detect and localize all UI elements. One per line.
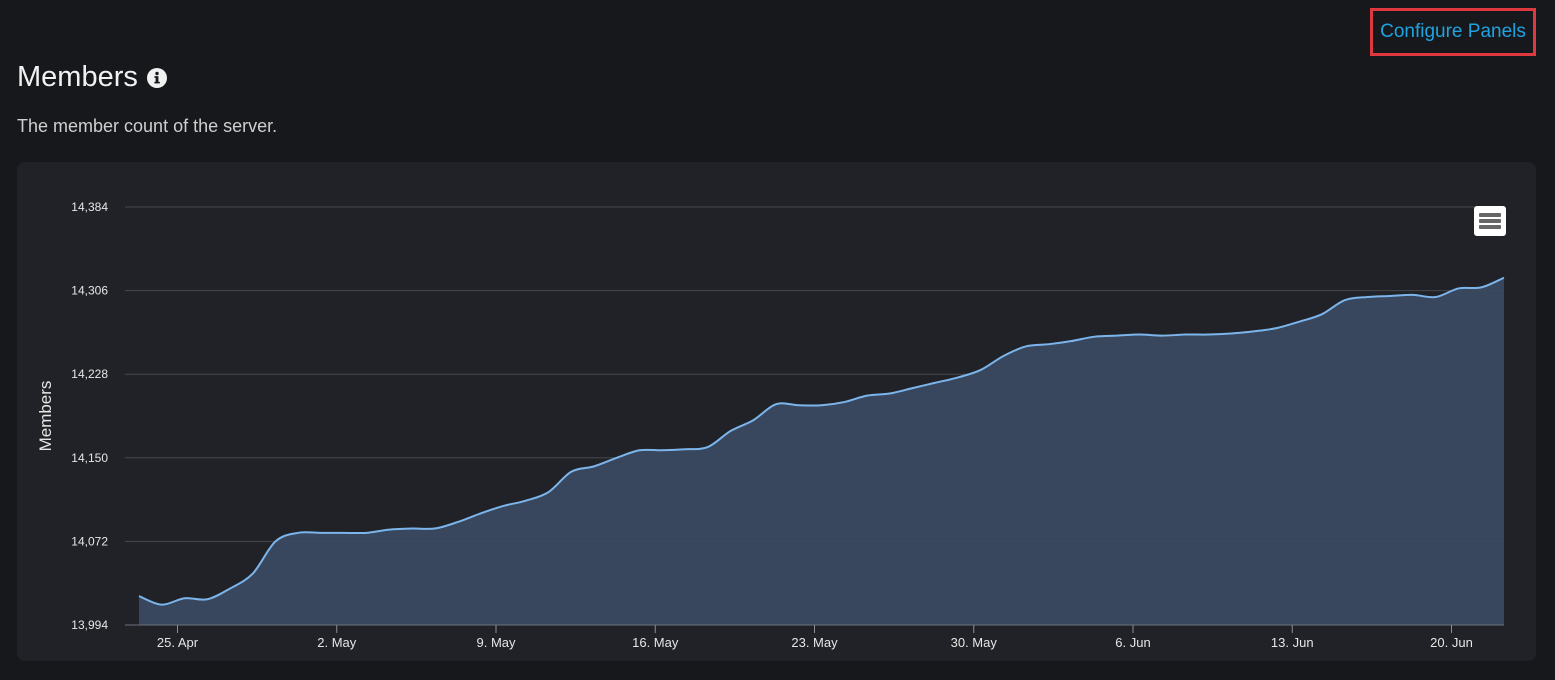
members-line xyxy=(138,276,1505,606)
y-tick-label: 14,150 xyxy=(71,451,108,465)
y-tick-label: 13,994 xyxy=(71,618,108,632)
x-tick-label: 25. Apr xyxy=(157,635,199,650)
x-tick-label: 23. May xyxy=(791,635,838,650)
x-tick-label: 30. May xyxy=(951,635,998,650)
hamburger-menu-icon[interactable] xyxy=(1474,206,1506,236)
members-area xyxy=(139,277,1504,625)
y-tick-label: 14,228 xyxy=(71,367,108,381)
x-tick-label: 2. May xyxy=(317,635,357,650)
y-tick-label: 14,072 xyxy=(71,534,108,548)
x-tick-label: 16. May xyxy=(632,635,679,650)
panel-title: Members xyxy=(17,61,138,93)
x-tick-label: 9. May xyxy=(476,635,516,650)
y-tick-label: 14,306 xyxy=(71,284,108,298)
configure-panels-button[interactable]: Configure Panels xyxy=(1370,8,1536,56)
panel-description: The member count of the server. xyxy=(17,116,278,136)
info-icon[interactable] xyxy=(146,68,167,88)
x-tick-label: 6. Jun xyxy=(1115,635,1150,650)
x-tick-label: 20. Jun xyxy=(1430,635,1473,650)
y-axis-title: Members xyxy=(36,381,55,452)
y-tick-label: 14,384 xyxy=(71,200,108,214)
panel-header: Members xyxy=(17,58,167,96)
x-tick-label: 13. Jun xyxy=(1271,635,1314,650)
